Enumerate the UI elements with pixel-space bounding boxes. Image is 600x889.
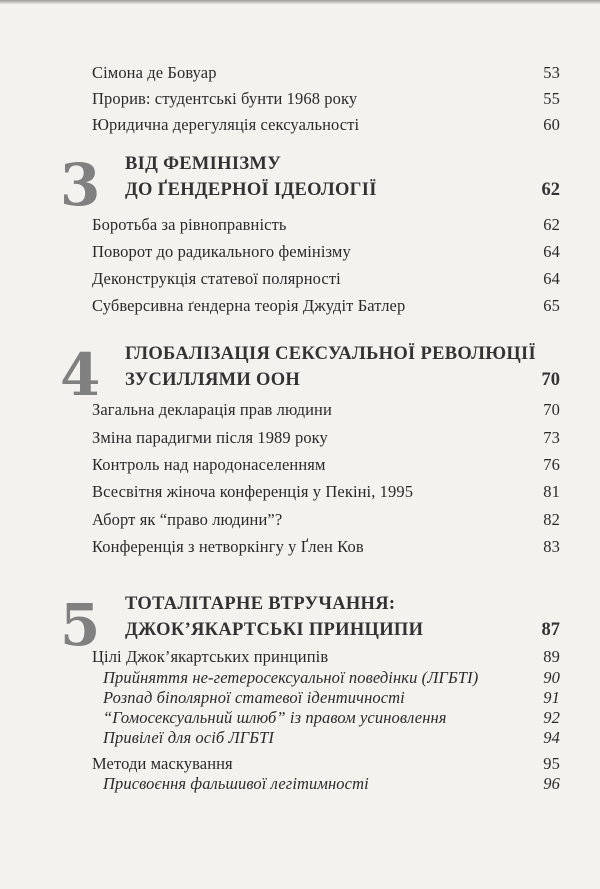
entry-title: Присвоєння фальшивої легітимності (103, 774, 369, 793)
entry-page: 76 (543, 455, 560, 474)
toc-subentry: “Гомосексуальний шлюб” із правом усиновл… (103, 707, 560, 729)
entry-title: Сімона де Бовуар (92, 63, 217, 82)
entry-page: 64 (543, 269, 560, 288)
entry-title: “Гомосексуальний шлюб” із правом усиновл… (103, 708, 447, 727)
chapter-number: 5 (60, 591, 101, 659)
entry-page: 55 (543, 89, 560, 108)
entry-title: Аборт як “право людини”? (92, 510, 283, 529)
entry-title: Цілі Джок’якартських принципів (92, 647, 329, 666)
entry-page: 82 (543, 510, 560, 529)
chapter-heading-5: 5 ТОТАЛІТАРНЕ ВТРУЧАННЯ: ДЖОК’ЯКАРТСЬКІ … (60, 594, 560, 654)
entry-title: Розпад біполярної статевої ідентичності (103, 688, 405, 707)
entry-title: Конференція з нетворкінгу у Ґлен Ков (92, 537, 364, 556)
entry-page: 70 (543, 400, 560, 419)
toc-entry: Зміна парадигми після 1989 року 73 (92, 427, 560, 449)
entry-page: 81 (543, 482, 560, 501)
entry-title: Прорив: студентські бунти 1968 року (92, 89, 358, 108)
entry-page: 96 (543, 774, 560, 793)
chapter-page: 87 (541, 620, 561, 640)
toc-subentry: Прийняття не-гетеросексуальної поведінки… (103, 667, 560, 689)
entry-page: 65 (543, 296, 560, 315)
chapter-title-line1: ТОТАЛІТАРНЕ ВТРУЧАННЯ: (125, 594, 396, 614)
chapter-title-line1: ВІД ФЕМІНІЗМУ (125, 154, 282, 174)
toc-entry: Субверсивна ґендерна теорія Джудіт Батле… (92, 295, 560, 317)
entry-page: 62 (543, 215, 560, 234)
chapter-number: 3 (60, 151, 101, 219)
toc-entry: Аборт як “право людини”? 82 (92, 509, 560, 531)
entry-title: Зміна парадигми після 1989 року (92, 428, 328, 447)
chapter-title-line1: ГЛОБАЛІЗАЦІЯ СЕКСУАЛЬНОЇ РЕВОЛЮЦІЇ (125, 344, 537, 364)
entry-title: Поворот до радикального фемінізму (92, 242, 351, 261)
entry-page: 53 (543, 63, 560, 82)
entry-title: Привілеї для осіб ЛГБТІ (103, 728, 274, 747)
toc-entry: Контроль над народонаселенням 76 (92, 454, 560, 476)
entry-title: Всесвітня жіноча конференція у Пекіні, 1… (92, 482, 414, 501)
toc-entry: Поворот до радикального фемінізму 64 (92, 241, 560, 263)
entry-title: Юридична дерегуляція сексуальності (92, 115, 360, 134)
toc-subentry: Присвоєння фальшивої легітимності 96 (103, 773, 560, 795)
chapter-page: 70 (541, 370, 561, 390)
toc-entry: Деконструкція статевої полярності 64 (92, 268, 560, 290)
toc-entry: Всесвітня жіноча конференція у Пекіні, 1… (92, 481, 560, 503)
toc-entry: Юридична дерегуляція сексуальності 60 (92, 114, 560, 136)
chapter-heading-3: 3 ВІД ФЕМІНІЗМУ ДО ҐЕНДЕРНОЇ ІДЕОЛОГІЇ 6… (60, 154, 560, 214)
entry-page: 90 (543, 668, 560, 687)
toc-entry: Прорив: студентські бунти 1968 року 55 (92, 88, 560, 110)
toc-entry: Конференція з нетворкінгу у Ґлен Ков 83 (92, 536, 560, 558)
entry-page: 95 (543, 754, 560, 773)
entry-title: Боротьба за рівноправність (92, 215, 287, 234)
entry-title: Субверсивна ґендерна теорія Джудіт Батле… (92, 296, 406, 315)
entry-title: Прийняття не-гетеросексуальної поведінки… (103, 668, 479, 687)
entry-page: 64 (543, 242, 560, 261)
entry-page: 60 (543, 115, 560, 134)
entry-title: Деконструкція статевої полярності (92, 269, 341, 288)
entry-page: 73 (543, 428, 560, 447)
toc-entry: Загальна декларація прав людини 70 (92, 399, 560, 421)
chapter-number: 4 (60, 341, 101, 409)
entry-page: 92 (543, 708, 560, 727)
page-top-edge (0, 0, 600, 4)
entry-page: 91 (543, 688, 560, 707)
toc-subentry: Розпад біполярної статевої ідентичності 9… (103, 687, 560, 709)
chapter-title-line2: ЗУСИЛЛЯМИ ООН (125, 370, 301, 390)
entry-page: 83 (543, 537, 560, 556)
entry-page: 94 (543, 728, 560, 747)
entry-title: Методи маскування (92, 754, 233, 773)
chapter-page: 62 (541, 180, 561, 200)
toc-entry: Цілі Джок’якартських принципів 89 (92, 646, 560, 668)
toc-subentry: Привілеї для осіб ЛГБТІ 94 (103, 727, 560, 749)
toc-entry: Сімона де Бовуар 53 (92, 62, 560, 84)
toc-entry: Боротьба за рівноправність 62 (92, 214, 560, 236)
toc-entry: Методи маскування 95 (92, 753, 560, 775)
entry-title: Контроль над народонаселенням (92, 455, 326, 474)
chapter-heading-4: 4 ГЛОБАЛІЗАЦІЯ СЕКСУАЛЬНОЇ РЕВОЛЮЦІЇ ЗУС… (60, 344, 560, 404)
chapter-title-line2: ДЖОК’ЯКАРТСЬКІ ПРИНЦИПИ (125, 620, 424, 640)
entry-page: 89 (543, 647, 560, 666)
chapter-title-line2: ДО ҐЕНДЕРНОЇ ІДЕОЛОГІЇ (125, 180, 377, 200)
entry-title: Загальна декларація прав людини (92, 400, 332, 419)
